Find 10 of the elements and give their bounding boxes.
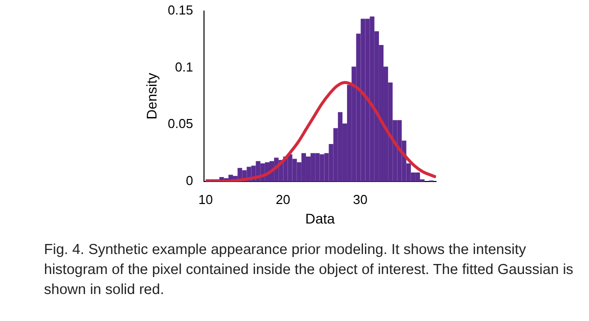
x-axis-title: Data (305, 210, 336, 226)
y-tick-label: 0 (186, 173, 194, 188)
x-tick-label: 30 (353, 192, 368, 207)
y-tick-label: 0.05 (168, 116, 194, 132)
y-tick-label: 0.15 (168, 2, 194, 18)
y-tick-label: 0.1 (175, 59, 194, 74)
y-axis-title: Density (143, 72, 160, 120)
x-tick-label: 10 (198, 192, 213, 207)
caption: Fig. 4. Synthetic example appearance prior modeling. It shows the intensity histogram of the pixel contained inside the object of interest. The fitted Gaussian is shown in solid red. (44, 241, 574, 300)
x-tick-label: 20 (276, 192, 290, 207)
